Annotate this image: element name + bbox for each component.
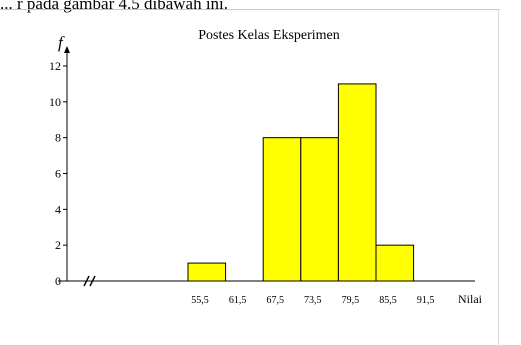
- class-boundary-label: 61,5: [229, 295, 247, 306]
- class-boundary-label: 85,5: [379, 295, 397, 306]
- y-tick-label: 12: [49, 59, 61, 73]
- axis-break-mark: [83, 275, 90, 287]
- axis-break-mark: [89, 275, 96, 287]
- histogram-bar: [187, 262, 227, 282]
- y-tick-label: 8: [55, 131, 61, 145]
- figure-right-border: [498, 9, 499, 345]
- histogram-bar: [262, 137, 302, 282]
- figure-top-border: [0, 9, 500, 10]
- histogram-bar: [337, 83, 377, 282]
- class-boundary-label: 67,5: [266, 295, 284, 306]
- y-tick-label: 4: [55, 202, 61, 216]
- class-boundary-label: 79,5: [342, 295, 360, 306]
- y-tick-label: 2: [55, 238, 61, 252]
- class-boundary-label: 91,5: [417, 295, 435, 306]
- class-boundary-label: 73,5: [304, 295, 322, 306]
- histogram-bar: [300, 137, 339, 282]
- histogram-bar: [375, 244, 415, 282]
- y-tick-label: 6: [55, 167, 61, 181]
- y-axis-arrow: [64, 46, 70, 53]
- y-tick-label: 0: [55, 274, 61, 288]
- class-boundary-labels: 55,5 61,5 67,5 73,5 79,5 85,5 91,5: [191, 295, 434, 306]
- chart-title: Postes Kelas Eksperimen: [198, 28, 340, 43]
- x-axis-label: Nilai: [458, 292, 483, 306]
- y-tick-label: 10: [49, 95, 61, 109]
- y-axis-label: f: [58, 33, 65, 52]
- axis-ticks: 0 2 4 6 8 10 12: [49, 59, 67, 288]
- class-boundary-label: 55,5: [191, 295, 209, 306]
- y-axis: f: [58, 33, 70, 281]
- histogram-bars: [187, 83, 415, 282]
